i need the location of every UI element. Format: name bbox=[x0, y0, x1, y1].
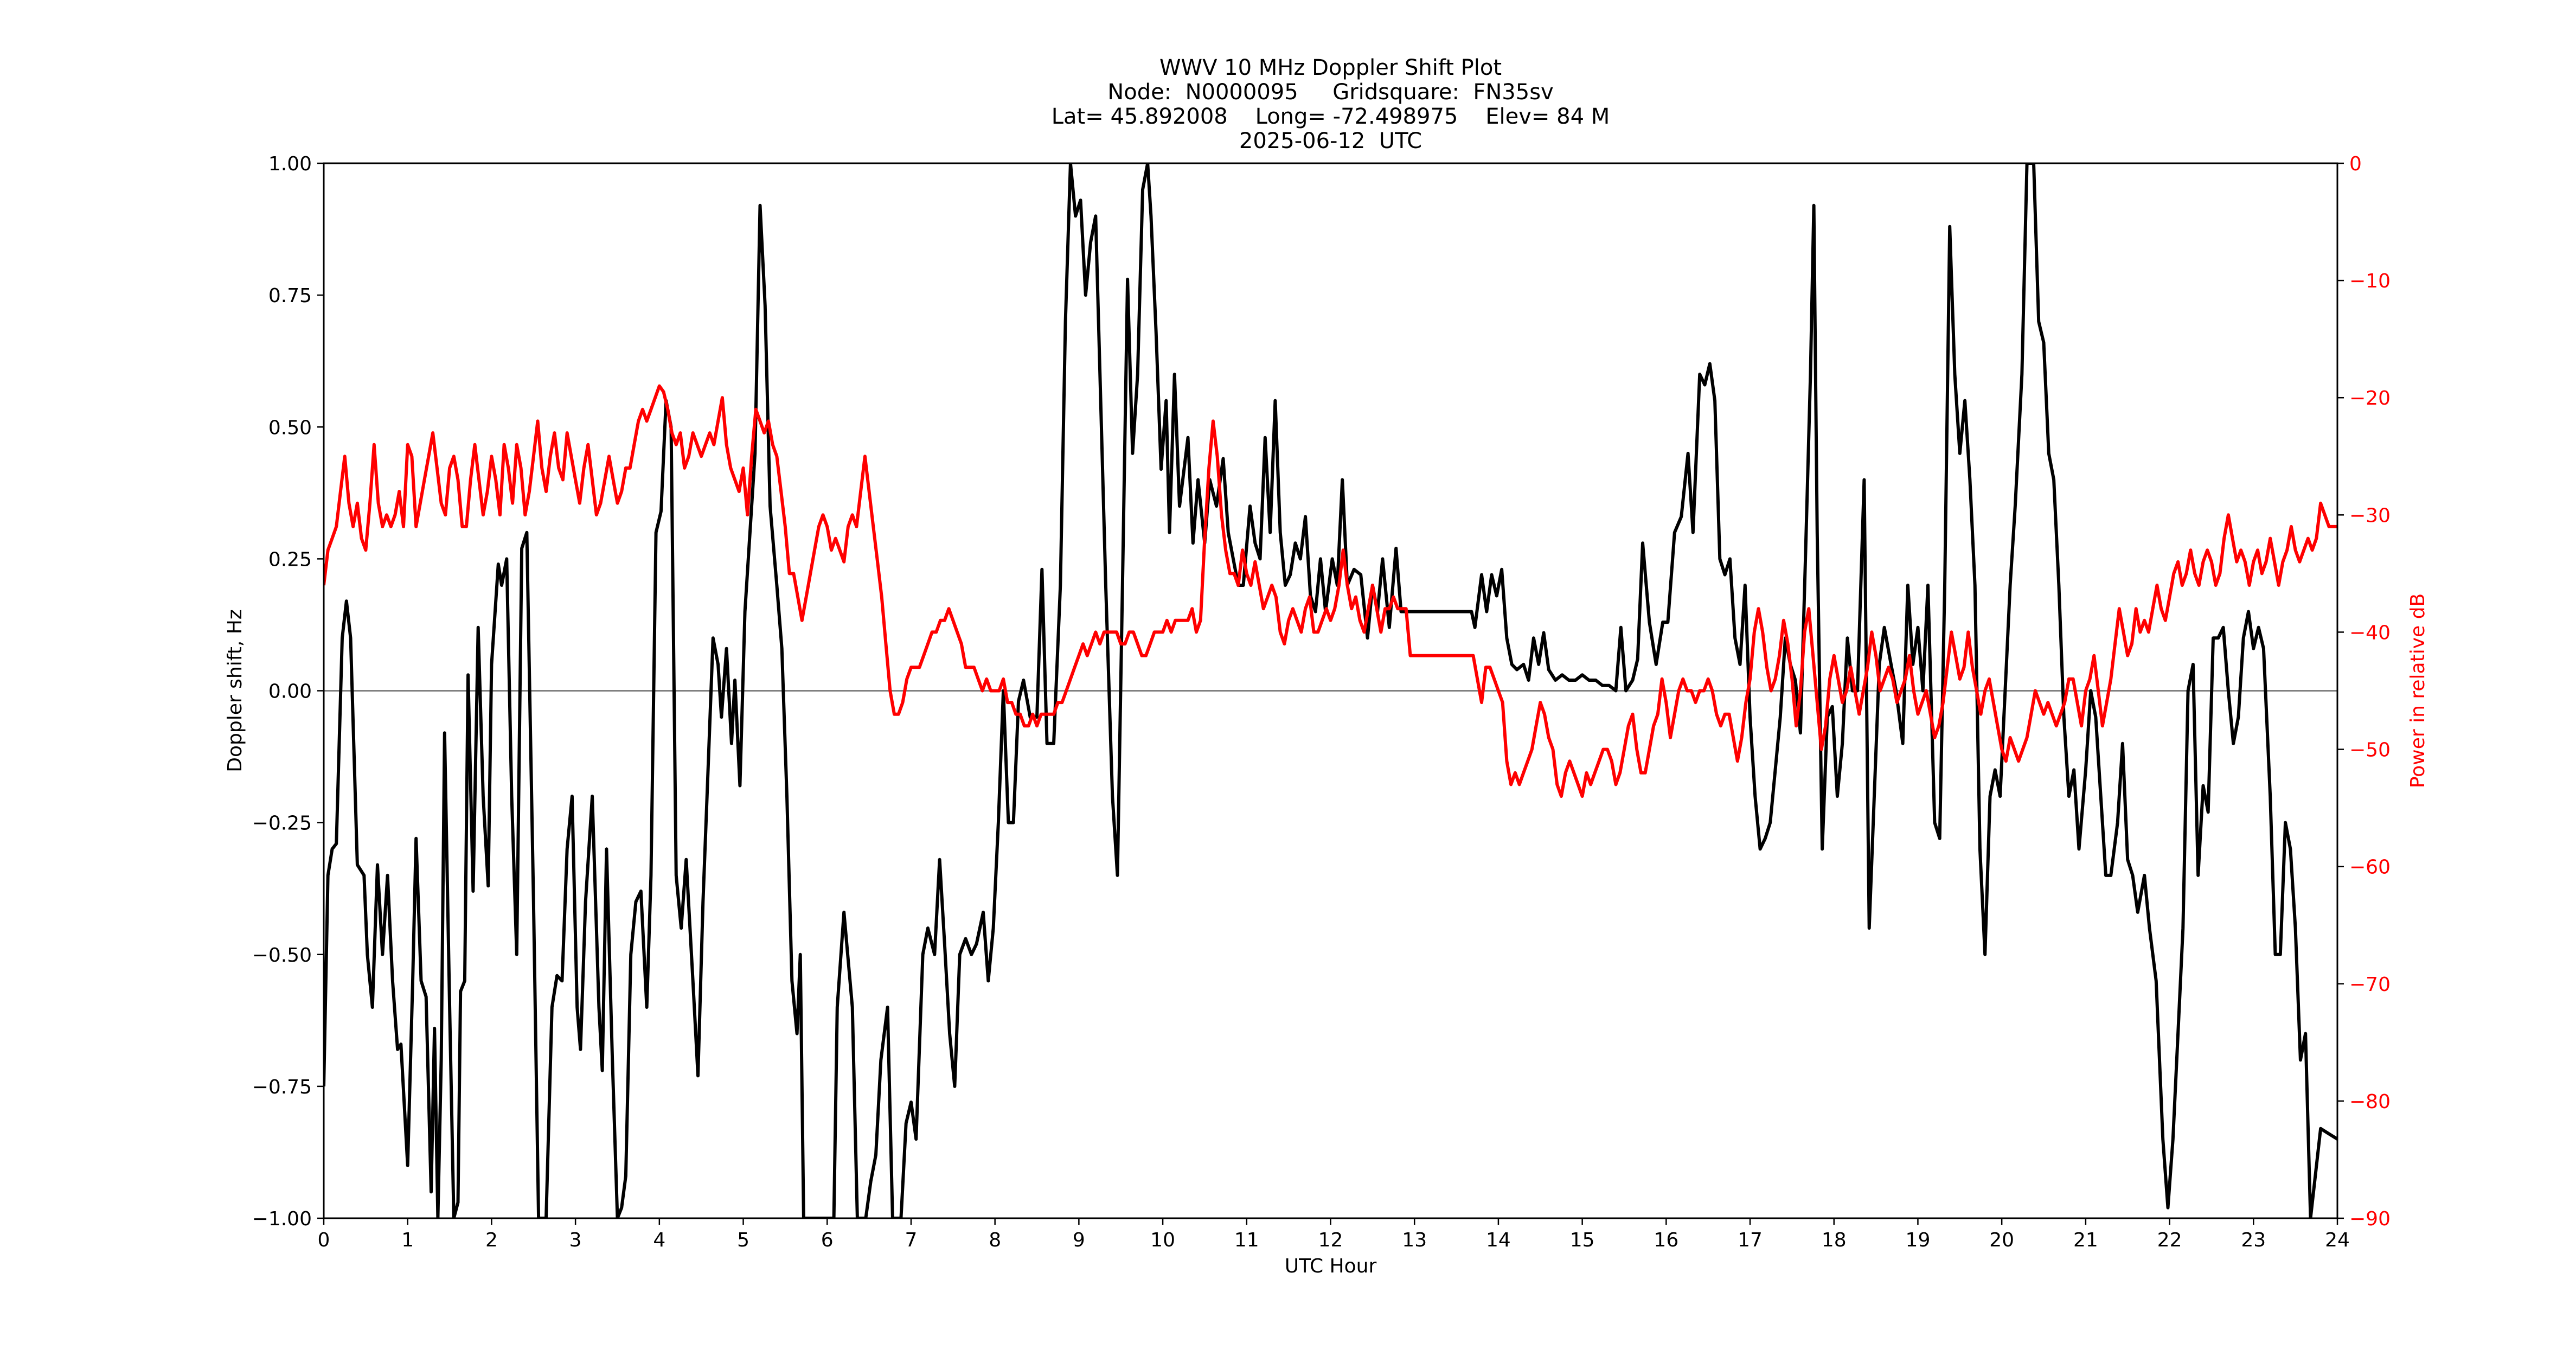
y-tick-label: 0.25 bbox=[268, 548, 312, 571]
y-tick-label: −0.25 bbox=[252, 813, 312, 835]
x-tick-label: 21 bbox=[2073, 1229, 2098, 1251]
x-tick-label: 14 bbox=[1486, 1229, 1511, 1251]
title-line: Node: N0000095 Gridsquare: FN35sv bbox=[1107, 80, 1553, 105]
x-tick-label: 4 bbox=[653, 1229, 665, 1251]
y2-tick-label: 0 bbox=[2349, 153, 2362, 175]
x-tick-label: 1 bbox=[401, 1229, 414, 1251]
x-tick-label: 8 bbox=[989, 1229, 1001, 1251]
y2-tick-label: −80 bbox=[2349, 1091, 2391, 1113]
x-tick-label: 19 bbox=[1906, 1229, 1931, 1251]
x-tick-label: 9 bbox=[1073, 1229, 1085, 1251]
x-tick-label: 22 bbox=[2157, 1229, 2182, 1251]
x-tick-label: 17 bbox=[1738, 1229, 1763, 1251]
x-tick-label: 13 bbox=[1402, 1229, 1427, 1251]
y-tick-label: −0.50 bbox=[252, 944, 312, 967]
x-tick-label: 5 bbox=[737, 1229, 749, 1251]
y2-axis-label: Power in relative dB bbox=[2407, 593, 2429, 788]
y-tick-label: 1.00 bbox=[268, 153, 312, 175]
x-axis-label: UTC Hour bbox=[1285, 1255, 1377, 1277]
y2-tick-label: −30 bbox=[2349, 504, 2391, 527]
x-tick-label: 0 bbox=[318, 1229, 330, 1251]
x-tick-label: 2 bbox=[485, 1229, 498, 1251]
y2-tick-label: −70 bbox=[2349, 974, 2391, 996]
y2-tick-label: −50 bbox=[2349, 739, 2391, 762]
x-tick-label: 16 bbox=[1654, 1229, 1678, 1251]
y-tick-label: −1.00 bbox=[252, 1208, 312, 1230]
x-tick-label: 24 bbox=[2325, 1229, 2350, 1251]
y2-axis-ticks: 0 −10 −20 −30 −40 −50 −60 −70 −80 −90 bbox=[2337, 153, 2391, 1230]
y-tick-label: 0.00 bbox=[268, 681, 312, 703]
x-tick-label: 6 bbox=[821, 1229, 834, 1251]
x-tick-label: 23 bbox=[2241, 1229, 2266, 1251]
y-axis-ticks: 1.00 0.75 0.50 0.25 0.00 −0.25 −0.50 −0.75 −1.00 bbox=[252, 153, 324, 1230]
x-tick-label: 7 bbox=[905, 1229, 918, 1251]
power-line bbox=[324, 384, 2337, 798]
x-tick-label: 3 bbox=[569, 1229, 582, 1251]
y-tick-label: −0.75 bbox=[252, 1076, 312, 1098]
y2-tick-label: −90 bbox=[2349, 1208, 2391, 1230]
data-series bbox=[324, 163, 2337, 1218]
x-tick-label: 15 bbox=[1570, 1229, 1595, 1251]
title-line: 2025-06-12 UTC bbox=[1239, 129, 1422, 153]
y2-tick-label: −40 bbox=[2349, 622, 2391, 644]
x-tick-label: 20 bbox=[1989, 1229, 2014, 1251]
x-tick-label: 11 bbox=[1234, 1229, 1259, 1251]
y2-tick-label: −10 bbox=[2349, 270, 2391, 292]
y2-tick-label: −60 bbox=[2349, 856, 2391, 879]
y-tick-label: 0.75 bbox=[268, 285, 312, 307]
x-tick-label: 12 bbox=[1318, 1229, 1343, 1251]
doppler-line bbox=[324, 163, 2337, 1218]
y2-tick-label: −20 bbox=[2349, 387, 2391, 410]
x-tick-label: 10 bbox=[1150, 1229, 1175, 1251]
x-axis-ticks: 0 1 2 3 4 5 6 7 8 9 10 11 12 13 14 15 16 17 18 19 20 21 22 23 24 bbox=[318, 1218, 2350, 1251]
y-tick-label: 0.50 bbox=[268, 417, 312, 439]
title-line: Lat= 45.892008 Long= -72.498975 Elev= 84… bbox=[1052, 104, 1610, 129]
title-line: WWV 10 MHz Doppler Shift Plot bbox=[1159, 55, 1502, 80]
x-tick-label: 18 bbox=[1822, 1229, 1847, 1251]
y-axis-label: Doppler shift, Hz bbox=[224, 609, 246, 772]
